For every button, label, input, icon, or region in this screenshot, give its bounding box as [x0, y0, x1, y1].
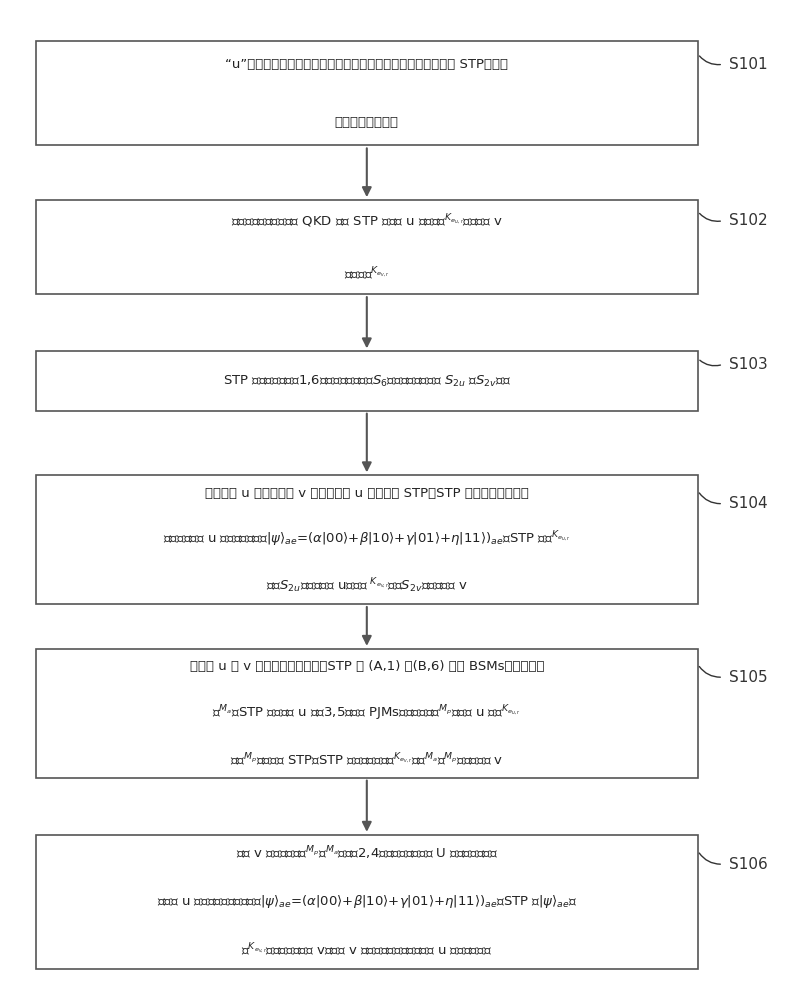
Text: 加密$S_{2u}$发送给节点 u，使用 $^{K_{e_{v,r}}}$加密$S_{2v}$发送给节点 v: 加密$S_{2u}$发送给节点 u，使用 $^{K_{e_{v,r}}}$加密$… [266, 577, 468, 595]
Text: 任値用量子态表示: 任値用量子态表示 [335, 116, 399, 129]
Text: 过$^{K_{e_{v,r}}}$加密后发给节点 v，节点 v 通过对比即可评判出节点 u 的综合信任度: 过$^{K_{e_{v,r}}}$加密后发给节点 v，节点 v 通过对比即可评判… [241, 941, 493, 958]
FancyBboxPatch shape [36, 649, 698, 778]
Text: S106: S106 [730, 857, 768, 872]
Text: 加密$^{M_p}$后发送给 STP，STP 解密后，再使用$^{K_{e_{v,r}}}$加密$^{M_a}$和$^{M_p}$发送给节点 v: 加密$^{M_p}$后发送给 STP，STP 解密后，再使用$^{K_{e_{v… [230, 751, 504, 768]
Text: S105: S105 [730, 670, 768, 685]
Text: “u”的信息値（信任値、身份信息参考标准等）在入网时注册于 STP，其信: “u”的信息値（信任値、身份信息参考标准等）在入网时注册于 STP，其信 [225, 58, 509, 71]
FancyBboxPatch shape [36, 835, 698, 969]
FancyBboxPatch shape [36, 41, 698, 145]
Text: 通过量子密鑰分发技术 QKD 实现 STP 与节点 u 共享密鑰$^{K_{e_{u,r}}}$，与节点 v: 通过量子密鑰分发技术 QKD 实现 STP 与节点 u 共享密鑰$^{K_{e_… [231, 212, 503, 230]
Text: S101: S101 [730, 57, 768, 72]
Text: 为$^{M_a}$。STP 通知节点 u 对（3,5）执行 PJMs，测量结果为$^{M_p}$。节点 u 使用$^{K_{e_{u,r}}}$: 为$^{M_a}$。STP 通知节点 u 对（3,5）执行 PJMs，测量结果为… [212, 703, 521, 723]
Text: 共享密鑰$^{K_{e_{v,r}}}$: 共享密鑰$^{K_{e_{v,r}}}$ [344, 265, 390, 282]
Text: 制备代表节点 u 的综合信息态：$|\psi\rangle_{ae}$=($\alpha|00\rangle$+$\beta|10\rangle$+$\gamm: 制备代表节点 u 的综合信息态：$|\psi\rangle_{ae}$=($\a… [163, 530, 570, 549]
FancyBboxPatch shape [36, 351, 698, 411]
Text: 节点 v 解密后，根据$^{M_p}$和$^{M_a}$，对（2,4）粒子执行相应的 U 操作，恢复出代: 节点 v 解密后，根据$^{M_p}$和$^{M_a}$，对（2,4）粒子执行相… [235, 845, 498, 862]
Text: 当节点 u 和 v 都收到相关信息后，STP 对 (A,1) 和(B,6) 执行 BSMs，测量结果: 当节点 u 和 v 都收到相关信息后，STP 对 (A,1) 和(B,6) 执行… [190, 660, 544, 673]
Text: 表节点 u 的综合信任度的量子态$|\psi\rangle_{ae}$=($\alpha|00\rangle$+$\beta|10\rangle$+$\gamm: 表节点 u 的综合信任度的量子态$|\psi\rangle_{ae}$=($\a… [156, 893, 577, 910]
FancyBboxPatch shape [36, 200, 698, 294]
Text: 假设节点 u 申请和点击 v 通信，节点 u 首先通知 STP，STP 收到通信请求后，: 假设节点 u 申请和点击 v 通信，节点 u 首先通知 STP，STP 收到通信… [205, 487, 529, 500]
Text: S104: S104 [730, 496, 768, 511]
Text: STP 将六粒子态的（1,6）粒子对组成序列$S_{6}$，按相同规则生成 $S_{2u}$ 和$S_{2v}$序列: STP 将六粒子态的（1,6）粒子对组成序列$S_{6}$，按相同规则生成 $S… [223, 373, 511, 389]
Text: S103: S103 [730, 357, 768, 372]
FancyBboxPatch shape [36, 475, 698, 604]
Text: S102: S102 [730, 213, 768, 228]
